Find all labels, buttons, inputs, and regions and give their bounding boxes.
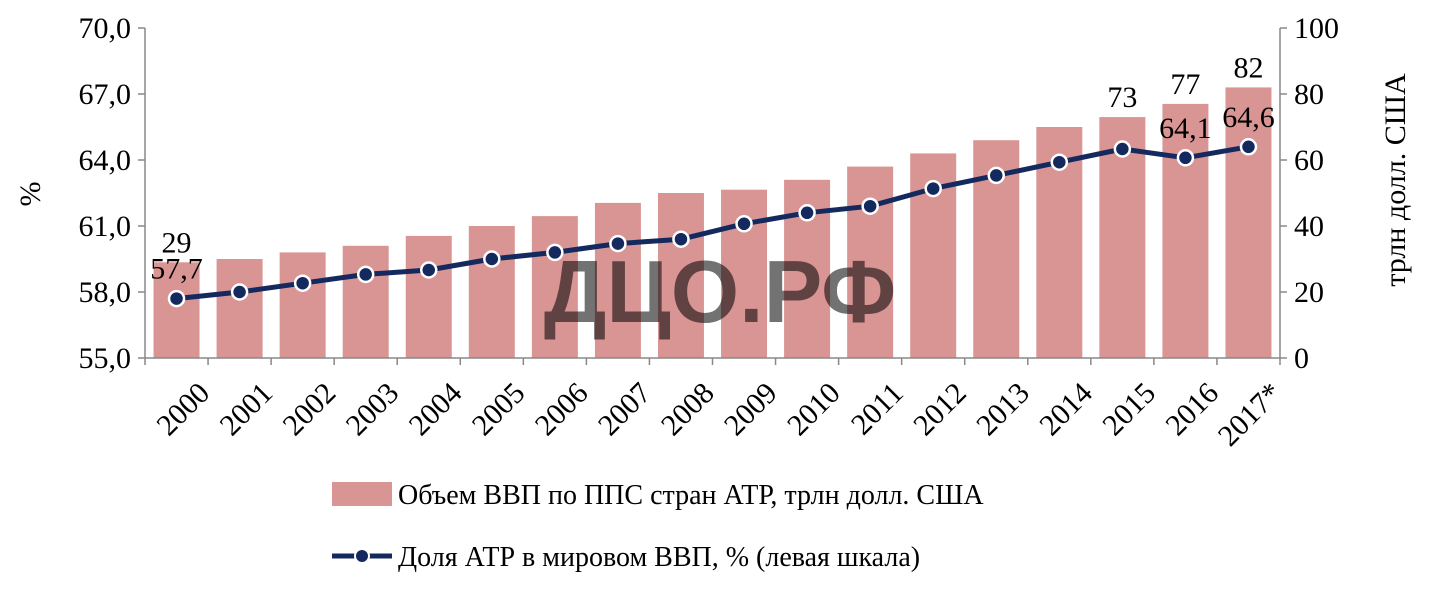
share-point xyxy=(798,204,816,222)
left-tick-label: 67,0 xyxy=(79,78,132,111)
bar xyxy=(468,226,515,358)
x-tick-label: 2014 xyxy=(1033,376,1099,442)
share-point xyxy=(672,230,690,248)
right-tick-label: 0 xyxy=(1294,342,1309,375)
share-point xyxy=(861,197,879,215)
share-point xyxy=(483,250,501,268)
right-tick-label: 40 xyxy=(1294,210,1324,243)
share-point xyxy=(924,179,942,198)
bar-data-label: 77 xyxy=(1170,68,1200,101)
share-point xyxy=(609,234,627,253)
legend-bar-label: Объем ВВП по ППС стран АТР, трлн долл. С… xyxy=(398,480,984,511)
share-point xyxy=(1050,153,1069,171)
share-point xyxy=(356,265,375,284)
share-point xyxy=(735,215,753,233)
bar-data-label: 82 xyxy=(1233,51,1263,84)
right-tick-label: 80 xyxy=(1294,78,1324,111)
bar xyxy=(216,259,263,358)
line-data-label: 64,1 xyxy=(1159,112,1212,145)
share-point xyxy=(987,166,1005,185)
right-tick-label: 20 xyxy=(1294,276,1324,309)
share-line xyxy=(176,144,1249,302)
legend: Объем ВВП по ППС стран АТР, трлн долл. С… xyxy=(332,480,984,573)
x-tick-label: 2004 xyxy=(403,376,469,442)
left-axis-title: % xyxy=(14,182,47,207)
bar xyxy=(1162,103,1209,359)
x-tick-label: 2009 xyxy=(718,376,784,442)
data-labels: 29 73 77 82 57,7 64,1 64,6 xyxy=(150,51,1274,285)
share-point xyxy=(546,243,564,262)
share-point xyxy=(1113,140,1132,158)
share-point xyxy=(167,289,186,308)
x-tick-label: 2002 xyxy=(277,376,343,442)
x-tick-label: 2012 xyxy=(907,376,973,442)
left-axis-ticks: 55,0 58,0 61,0 64,0 67,0 70,0 xyxy=(79,12,132,375)
x-tick-label: 2008 xyxy=(655,376,721,442)
bar xyxy=(657,193,704,358)
bar xyxy=(1225,87,1272,359)
x-tick-label: 2013 xyxy=(970,376,1036,442)
right-axis-title: трлн долл. США xyxy=(1379,73,1412,287)
share-point xyxy=(420,261,438,279)
bar xyxy=(531,216,578,358)
share-point xyxy=(230,283,249,301)
axes xyxy=(138,27,1287,365)
left-tick-label: 64,0 xyxy=(79,144,132,177)
left-tick-label: 61,0 xyxy=(79,210,132,243)
bar-data-label: 73 xyxy=(1107,81,1137,114)
legend-line-label: Доля АТР в мировом ВВП, % (левая шкала) xyxy=(398,542,920,573)
x-tick-label: 2003 xyxy=(340,376,406,442)
left-tick-label: 58,0 xyxy=(79,276,132,309)
x-tick-label: 2010 xyxy=(781,376,847,442)
line-series xyxy=(167,138,1258,308)
right-tick-label: 100 xyxy=(1294,12,1339,45)
right-tick-label: 60 xyxy=(1294,144,1324,177)
line-data-label: 64,6 xyxy=(1222,101,1275,134)
bar xyxy=(342,245,389,358)
bar xyxy=(405,235,452,358)
line-data-label: 57,7 xyxy=(150,253,203,286)
x-axis-ticks: 2000200120022003200420052006200720082009… xyxy=(150,376,1288,452)
right-axis-ticks: 0 20 40 60 80 100 xyxy=(1294,12,1339,375)
legend-bar-swatch xyxy=(332,482,392,506)
x-tick-label: 2000 xyxy=(150,376,216,442)
x-tick-label: 2017* xyxy=(1212,376,1288,452)
bar xyxy=(594,202,641,358)
x-tick-label: 2001 xyxy=(213,376,279,442)
watermark: ДЦО.РФ xyxy=(544,242,897,341)
share-point xyxy=(1176,149,1195,167)
x-tick-label: 2006 xyxy=(529,376,595,442)
legend-line-marker xyxy=(354,548,370,564)
bar xyxy=(153,262,200,358)
x-tick-label: 2015 xyxy=(1096,376,1162,442)
left-tick-label: 55,0 xyxy=(79,342,132,375)
bar-series xyxy=(153,87,1272,359)
x-tick-label: 2005 xyxy=(466,376,532,442)
x-tick-label: 2007 xyxy=(592,376,658,442)
bar xyxy=(279,252,326,358)
left-tick-label: 70,0 xyxy=(79,12,132,45)
share-point xyxy=(1239,138,1258,156)
bar-data-label: 29 xyxy=(162,226,192,259)
x-tick-label: 2011 xyxy=(845,376,910,441)
share-point xyxy=(293,274,312,292)
